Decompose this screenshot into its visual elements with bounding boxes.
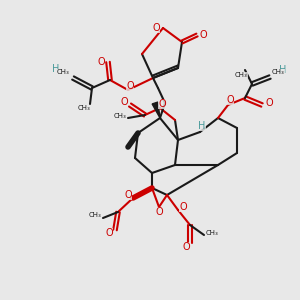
Text: H: H: [279, 65, 287, 75]
Text: O: O: [126, 81, 134, 91]
Text: H: H: [198, 121, 206, 131]
Text: O: O: [182, 242, 190, 252]
Text: O: O: [120, 97, 128, 107]
Text: CH₃: CH₃: [57, 69, 69, 75]
Text: O: O: [152, 23, 160, 33]
Polygon shape: [152, 102, 160, 118]
Text: O: O: [97, 57, 105, 67]
Text: O: O: [199, 30, 207, 40]
Text: CH₃: CH₃: [272, 69, 284, 75]
Text: O: O: [265, 98, 273, 108]
Text: O: O: [158, 99, 166, 109]
Text: O: O: [124, 190, 132, 200]
Text: CH₃: CH₃: [206, 230, 218, 236]
Text: H: H: [52, 64, 60, 74]
Text: CH₃: CH₃: [88, 212, 101, 218]
Text: O: O: [105, 228, 113, 238]
Text: CH₃: CH₃: [114, 113, 126, 119]
Text: CH₃: CH₃: [235, 72, 248, 78]
Text: O: O: [155, 207, 163, 217]
Text: O: O: [179, 202, 187, 212]
Text: CH₃: CH₃: [78, 105, 90, 111]
Text: O: O: [226, 95, 234, 105]
